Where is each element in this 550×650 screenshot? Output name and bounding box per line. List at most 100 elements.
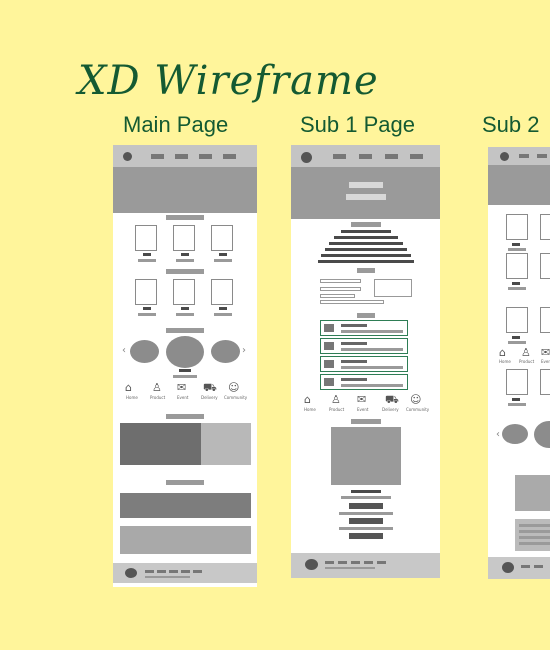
sub2-card-caption [512,398,520,401]
main-card-price [176,313,194,316]
sub1-form-input[interactable] [320,287,361,291]
main-card-caption [181,307,189,310]
event-icon[interactable]: ✉ [541,346,550,359]
sub2-footer-link[interactable] [534,565,543,568]
event-icon[interactable]: ✉ [177,381,187,394]
main-banner-1 [120,493,251,518]
sub1-form-textarea[interactable] [374,279,412,297]
sub2-nav-item[interactable] [537,154,547,158]
icon-caption-home: Home [304,407,316,412]
event-icon[interactable]: ✉ [357,393,367,406]
sub1-accordion-title [341,378,367,381]
main-product-card[interactable] [135,225,157,251]
sub1-text-line [334,236,398,239]
main-footer-link[interactable] [193,570,202,573]
icon-caption-home: Home [126,395,138,400]
sub2-product-card[interactable] [540,307,550,333]
sub1-text-line [329,242,403,245]
sub1-footer-link[interactable] [377,561,386,564]
main-logo [123,152,132,161]
main-carousel-item[interactable] [130,340,159,363]
product-icon[interactable]: ♙ [521,346,531,359]
main-nav-item[interactable] [175,154,188,159]
main-nav-item[interactable] [199,154,212,159]
sub2-carousel-item[interactable] [502,424,528,444]
main-product-card[interactable] [135,279,157,305]
delivery-icon[interactable]: ⛟ [385,393,399,406]
sub1-section-heading [357,313,375,318]
sub1-logo [301,152,312,163]
sub1-page-label: Sub 1 Page [300,112,415,137]
sub2-product-card[interactable] [540,253,550,279]
home-icon[interactable]: ⌂ [125,381,132,394]
sub2-product-card[interactable] [540,369,550,395]
sub2-page-frame: ⌂ ♙ ✉ Home Product Event ‹ [488,147,550,579]
icon-caption-delivery: Delivery [382,407,399,412]
main-section-heading [166,328,204,333]
sub2-feature-image [515,475,550,511]
chevron-right-icon[interactable]: › [242,345,246,356]
sub1-footer-link[interactable] [338,561,347,564]
community-icon[interactable]: ☺ [228,381,240,394]
sub1-nav-item[interactable] [359,154,372,159]
sub2-footer-link[interactable] [521,565,530,568]
main-feature-image-dark [120,423,201,465]
chevron-left-icon[interactable]: ‹ [122,345,126,356]
sub1-content-block [349,518,383,524]
sub1-accordion-title [341,360,367,363]
sub2-nav-item[interactable] [519,154,529,158]
sub1-accordion-thumb [324,378,334,386]
main-product-card[interactable] [211,279,233,305]
sub2-product-card[interactable] [506,253,528,279]
main-section-heading [166,414,204,419]
sub1-section-heading [357,268,375,273]
sub2-card-caption [512,243,520,246]
main-product-card[interactable] [211,225,233,251]
chevron-left-icon[interactable]: ‹ [496,429,500,440]
product-icon[interactable]: ♙ [152,381,162,394]
main-footer-link[interactable] [145,570,154,573]
main-footer-link[interactable] [169,570,178,573]
sub1-section-heading [351,222,381,227]
sub2-carousel-item-active[interactable] [534,421,550,448]
sub1-form-input[interactable] [320,279,361,283]
sub2-product-card[interactable] [506,214,528,240]
main-carousel-item-active[interactable] [166,336,204,368]
sub2-product-card[interactable] [506,369,528,395]
main-nav-item[interactable] [223,154,236,159]
main-product-card[interactable] [173,225,195,251]
sub1-accordion-thumb [324,342,334,350]
sub1-footer-link[interactable] [364,561,373,564]
icon-caption-event: Event [357,407,369,412]
main-page-frame: ‹ › ⌂ ♙ ✉ ⛟ ☺ Home Product Event Deliver… [113,145,257,587]
sub2-product-card[interactable] [540,214,550,240]
main-footer-logo [125,568,137,578]
home-icon[interactable]: ⌂ [304,393,311,406]
community-icon[interactable]: ☺ [410,393,422,406]
product-icon[interactable]: ♙ [331,393,341,406]
main-footer-link[interactable] [181,570,190,573]
sub1-footer-link[interactable] [325,561,334,564]
sub1-form-input[interactable] [320,294,355,298]
sub2-list-line [519,542,550,545]
main-footer-link[interactable] [157,570,166,573]
sub1-nav-item[interactable] [385,154,398,159]
main-section-heading [166,480,204,485]
sub1-footer-link[interactable] [351,561,360,564]
main-carousel-item[interactable] [211,340,240,363]
sub1-accordion-title [341,324,367,327]
main-footer [113,563,257,583]
main-card-caption [143,253,151,256]
sub2-card-caption [512,282,520,285]
sub1-nav-item[interactable] [333,154,346,159]
sub1-main-image [331,427,401,485]
delivery-icon[interactable]: ⛟ [203,381,217,394]
main-nav-item[interactable] [151,154,164,159]
sub1-form-input[interactable] [320,300,384,304]
sub1-nav-item[interactable] [410,154,423,159]
sub1-text-line [341,496,391,499]
home-icon[interactable]: ⌂ [499,346,506,359]
main-product-card[interactable] [173,279,195,305]
main-card-price [214,259,232,262]
sub2-product-card[interactable] [506,307,528,333]
